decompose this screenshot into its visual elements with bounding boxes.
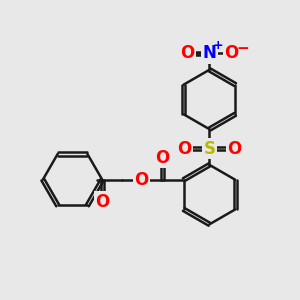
Text: −: −: [237, 41, 249, 56]
Text: O: O: [177, 140, 191, 158]
Text: O: O: [95, 193, 109, 211]
Text: N: N: [202, 44, 216, 62]
Text: O: O: [155, 149, 169, 167]
Text: O: O: [228, 140, 242, 158]
Text: +: +: [212, 39, 223, 52]
Text: O: O: [180, 44, 194, 62]
Text: O: O: [134, 171, 148, 189]
Text: O: O: [225, 44, 239, 62]
Text: S: S: [203, 140, 215, 158]
